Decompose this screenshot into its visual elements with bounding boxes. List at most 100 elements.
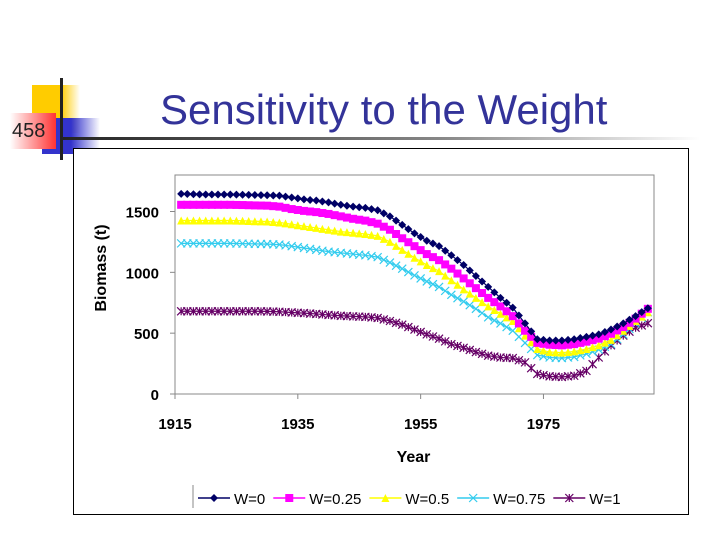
data-point [397,264,407,274]
data-point [220,200,229,209]
data-point [588,343,597,352]
data-point [533,344,542,353]
data-point [422,261,431,270]
data-point [269,217,278,226]
data-point [453,269,462,278]
data-point [496,309,505,318]
data-point [588,331,597,340]
data-point [275,191,284,200]
data-point [213,216,222,225]
data-point [496,293,505,302]
data-point [514,355,524,365]
data-point [256,217,265,226]
data-point [318,209,327,218]
data-point [569,371,579,381]
data-point [422,250,431,259]
data-point [244,190,253,199]
legend-label: W=0.75 [493,491,545,508]
data-point [440,286,450,296]
data-point [576,338,585,347]
data-point [293,205,302,214]
legend-item: W=0 [198,491,265,508]
data-point [435,242,444,251]
data-point [398,245,407,254]
data-point [441,260,450,269]
data-point [533,335,542,344]
data-point [471,293,480,302]
data-point [459,285,468,294]
data-point [582,337,591,346]
legend-marker [381,494,390,502]
data-point [275,218,284,227]
data-point [207,216,216,225]
data-point [440,336,450,346]
data-point [195,216,204,225]
data-point [435,267,444,276]
data-point [232,190,241,199]
data-point [342,201,351,210]
data-point [594,341,603,350]
data-point [287,220,296,229]
data-point [465,345,475,355]
decor-red-square [10,113,56,149]
data-point [471,304,481,314]
data-point [446,339,456,349]
data-point [637,321,647,330]
data-point [177,189,186,198]
data-point [484,282,493,291]
data-point [269,202,278,211]
data-point [435,256,444,265]
data-point [471,347,481,357]
data-point [232,200,241,209]
data-point [189,200,198,209]
data-point [410,242,419,251]
data-point [312,208,321,217]
legend-marker [564,493,574,503]
data-point [416,273,426,283]
data-point [373,231,382,240]
data-point [496,302,505,311]
data-point [336,200,345,209]
y-tick-label: 0 [151,387,159,404]
data-point [576,334,585,343]
data-point [619,319,628,328]
data-point [502,298,511,307]
data-point [416,246,425,255]
legend-label: W=0.25 [309,491,361,508]
data-point [564,348,573,357]
data-point [521,331,530,340]
data-point [392,216,401,225]
data-point [201,216,210,225]
data-point [373,252,383,262]
data-point [355,215,364,224]
data-point [570,335,579,344]
data-point [287,205,296,214]
data-point [318,197,327,206]
data-point [398,234,407,243]
data-point [613,331,622,340]
data-point [446,290,456,300]
data-point [306,207,315,216]
data-point [263,191,272,200]
data-point [508,317,517,325]
data-point [521,319,530,328]
data-point [502,313,511,322]
data-point [195,200,204,209]
data-point [557,348,566,357]
data-point [226,190,235,199]
data-point [545,348,554,357]
data-point [324,198,333,207]
data-point [489,315,499,325]
data-point [256,201,265,210]
legend-label: W=0.5 [405,491,449,508]
data-point [226,216,235,225]
legend-marker [468,493,478,503]
data-point [361,203,370,212]
legend-item: W=0.75 [457,491,545,508]
data-point [527,338,536,347]
data-point [582,344,591,353]
data-point [244,216,253,225]
data-point [447,264,456,273]
data-point [643,304,652,313]
data-point [477,349,487,359]
